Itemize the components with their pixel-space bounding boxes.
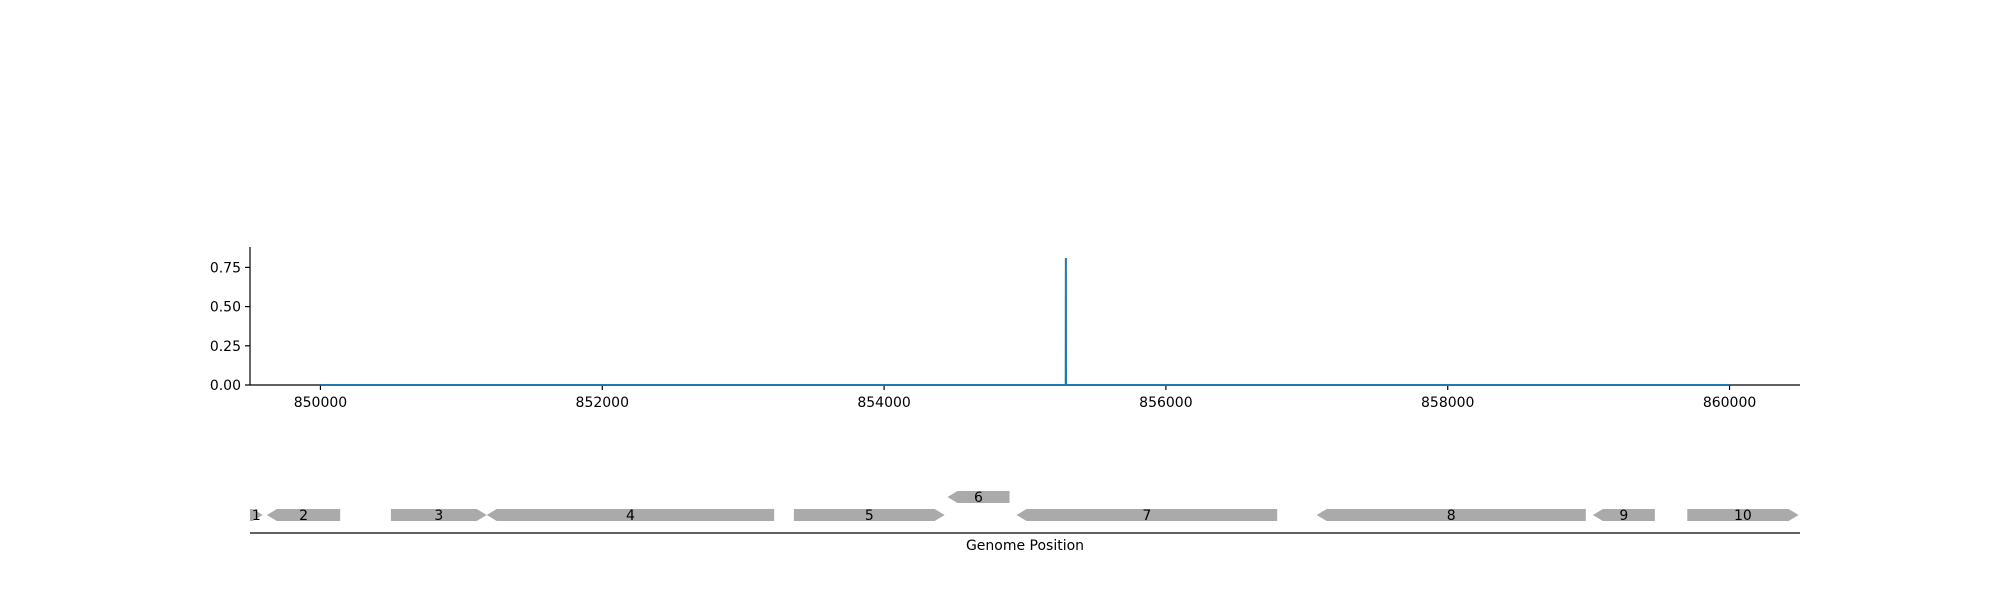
y-tick-label: 0.00 — [210, 378, 241, 394]
gene-arrow — [1592, 509, 1655, 521]
x-ticks: 850000 852000 854000 856000 858000 860000 — [294, 385, 1756, 411]
y-tick-label: 0.25 — [210, 339, 241, 355]
gene-arrow — [1687, 509, 1799, 521]
gene-arrows: 1 2 3 4 5 6 7 8 9 10 — [250, 490, 1799, 524]
gene-label: 6 — [974, 490, 983, 506]
gene-label: 7 — [1142, 508, 1151, 524]
gene-track: 1 2 3 4 5 6 7 8 9 10 Genome Position — [250, 490, 1800, 554]
gene-label: 3 — [434, 508, 443, 524]
gene-arrow — [390, 509, 487, 521]
gene-arrow — [486, 509, 775, 521]
gene-label: 5 — [865, 508, 874, 524]
x-tick-label: 856000 — [1139, 395, 1192, 411]
y-tick-label: 0.75 — [210, 260, 241, 276]
x-tick-label: 852000 — [576, 395, 629, 411]
coverage-series-line — [320, 257, 1730, 386]
gene-label: 4 — [626, 508, 635, 524]
gene-arrow — [266, 509, 341, 521]
gene-label: 10 — [1734, 508, 1752, 524]
coverage-plot: 0.00 0.25 0.50 0.75 850000 852000 854000 85600… — [210, 247, 1800, 411]
y-ticks: 0.00 0.25 0.50 0.75 — [210, 260, 250, 394]
gene-arrow — [1316, 509, 1586, 521]
x-tick-label: 850000 — [294, 395, 347, 411]
gene-track-x-axis-label: Genome Position — [966, 538, 1084, 554]
x-tick-label: 854000 — [857, 395, 910, 411]
gene-arrow — [1016, 509, 1278, 521]
gene-label: 8 — [1447, 508, 1456, 524]
gene-label: 1 — [252, 508, 261, 524]
y-tick-label: 0.50 — [210, 300, 241, 316]
gene-arrow — [947, 491, 1010, 503]
gene-label: 9 — [1619, 508, 1628, 524]
x-tick-label: 858000 — [1421, 395, 1474, 411]
gene-arrow — [250, 509, 263, 521]
gene-arrow — [793, 509, 945, 521]
x-tick-label: 860000 — [1703, 395, 1756, 411]
gene-label: 2 — [299, 508, 308, 524]
